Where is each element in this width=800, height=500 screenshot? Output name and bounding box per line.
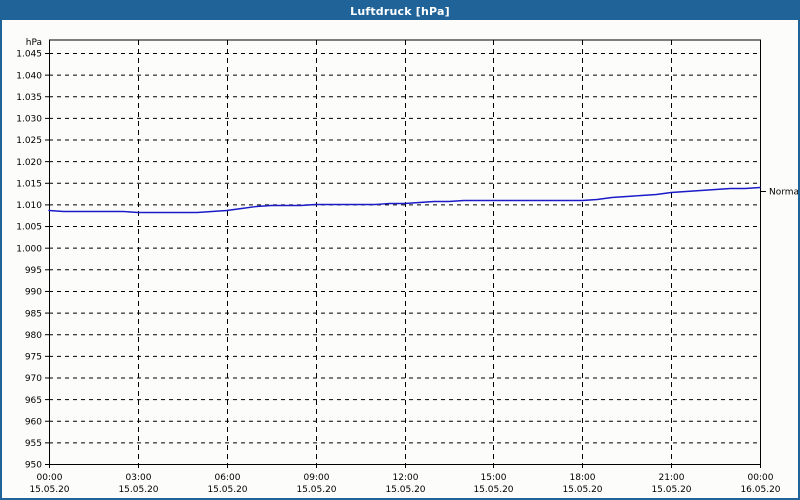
y-tick-label: 970 [25,374,42,384]
y-tick-label: 955 [25,439,42,449]
x-tick-date-label: 15.05.20 [207,485,247,495]
y-axis-ticks [45,52,49,465]
x-tick-date-label: 16.05.20 [740,485,780,495]
y-tick-label: 1.015 [16,179,42,189]
y-tick-label: 1.020 [16,158,42,168]
y-axis-tick-labels: 950 955 960 965 970 975 980 985 990 995 1.000 1.005… [16,50,42,471]
y-tick-label: 1.010 [16,201,42,211]
x-tick-time-label: 00:00 [37,473,63,483]
horizontal-gridlines [49,52,760,465]
y-tick-label: 975 [25,353,42,363]
y-tick-label: 995 [25,266,42,276]
normal-label: Normal [769,188,798,198]
chart-canvas: 950 955 960 965 970 975 980 985 990 995 1.000 1.005… [2,20,798,498]
x-axis-tick-labels: 00:00 15.05.20 03:00 15.05.20 06:00 15.05.20 0… [29,473,780,495]
window-title-bar: Luftdruck [hPa] [2,2,798,20]
x-tick-date-label: 15.05.20 [385,485,425,495]
y-tick-label: 950 [25,461,42,471]
y-tick-label: 980 [25,331,42,341]
x-tick-time-label: 06:00 [215,473,241,483]
y-tick-label: 1.035 [16,93,42,103]
x-tick-date-label: 15.05.20 [118,485,158,495]
y-tick-label: 1.030 [16,115,42,125]
y-tick-label: 1.040 [16,71,42,81]
y-tick-label: 1.000 [16,244,42,254]
x-tick-time-label: 09:00 [304,473,330,483]
axis-frame [49,39,761,465]
x-tick-date-label: 15.05.20 [296,485,336,495]
y-tick-label: 960 [25,417,42,427]
y-tick-label: 1.025 [16,136,42,146]
y-tick-label: 1.045 [16,50,42,60]
y-tick-label: 990 [25,288,42,298]
x-tick-date-label: 15.05.20 [473,485,513,495]
x-tick-time-label: 03:00 [126,473,152,483]
x-tick-date-label: 15.05.20 [29,485,69,495]
y-tick-label: 1.005 [16,223,42,233]
x-tick-time-label: 00:00 [748,473,774,483]
x-tick-time-label: 21:00 [659,473,685,483]
x-tick-time-label: 18:00 [570,473,596,483]
pressure-series-line [48,186,761,214]
x-tick-time-label: 12:00 [393,473,419,483]
x-tick-date-label: 15.05.20 [651,485,691,495]
y-tick-label: 985 [25,309,42,319]
y-axis-unit-label: hPa [26,38,42,48]
page-title: Luftdruck [hPa] [350,4,450,18]
y-tick-label: 965 [25,396,42,406]
x-tick-date-label: 15.05.20 [562,485,602,495]
pressure-line-chart: 950 955 960 965 970 975 980 985 990 995 1.000 1.005… [16,38,798,495]
normal-reference-marker: Normal [760,188,798,198]
vertical-gridlines [138,40,672,464]
x-tick-time-label: 15:00 [481,473,507,483]
